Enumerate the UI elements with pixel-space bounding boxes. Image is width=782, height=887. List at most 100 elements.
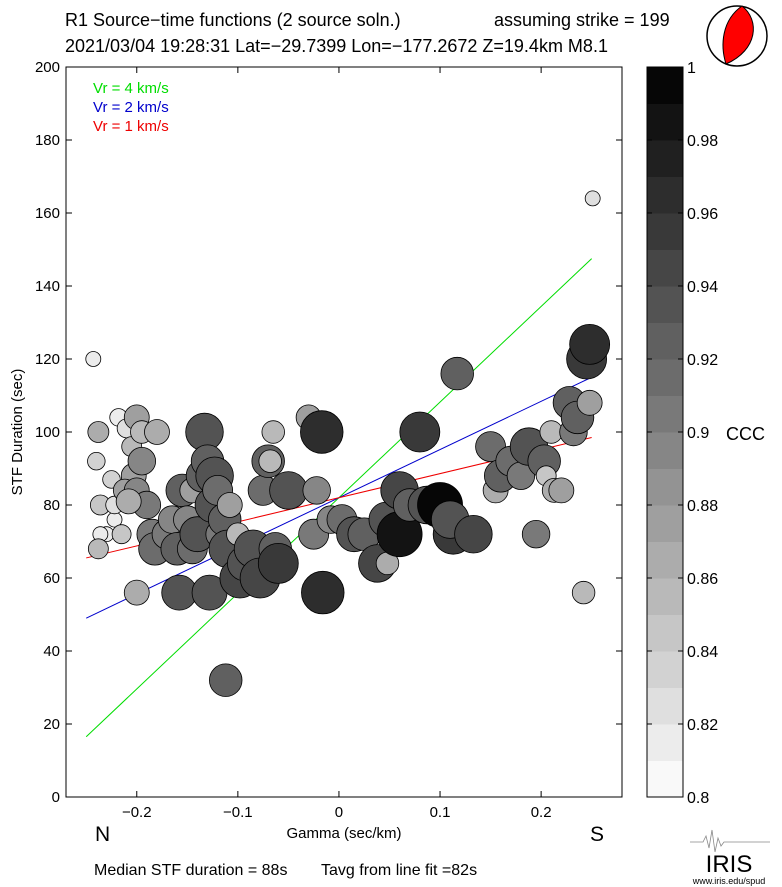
data-point [261,420,285,444]
data-point [123,579,150,606]
colorbar-level [647,505,683,542]
data-point [111,524,132,545]
x-tick-label: 0 [335,804,343,821]
data-point [584,190,601,207]
y-tick-label: 100 [35,424,60,441]
colorbar-level [647,249,683,287]
colorbar-tick-label: 0.98 [687,133,718,150]
colorbar-level [647,724,683,761]
header-strike: assuming strike = 199 [494,10,670,30]
data-point [115,488,142,515]
y-tick-label: 40 [43,643,60,660]
data-point [440,356,474,391]
colorbar-level [647,651,683,688]
colorbar-tick-label: 1 [687,60,696,77]
data-point [144,419,170,445]
colorbar-tick-label: 0.92 [687,352,718,369]
data-point [454,515,493,554]
legend: Vr = 4 km/s Vr = 2 km/s Vr = 1 km/s [93,80,169,135]
data-point [269,471,308,510]
colorbar-level [647,395,683,433]
data-point [399,411,441,453]
data-point [87,538,109,560]
iris-logo-url: www.iris.edu/spud [692,876,766,886]
y-tick-label: 120 [35,351,60,368]
y-axis: 0 20 40 60 80 100 120 140 160 180 200 [35,59,622,806]
y-tick-label: 60 [43,570,60,587]
data-point [300,410,344,454]
data-point [257,543,299,584]
data-point [87,452,106,471]
data-point [85,351,102,367]
y-tick-label: 140 [35,278,60,295]
colorbar-level [647,213,683,250]
data-point [539,420,563,444]
x-tick-label: 0.1 [430,804,451,821]
colorbar-tick-label: 0.88 [687,498,718,515]
data-point [87,421,110,443]
y-tick-label: 180 [35,132,60,149]
colorbar-tick-label: 0.96 [687,206,718,223]
y-tick-label: 200 [35,59,60,76]
iris-logo: IRIS www.iris.edu/spud [690,829,770,886]
colorbar-tick-label: 0.9 [687,425,709,442]
points-layer [85,190,611,697]
fit-lines [85,258,593,738]
colorbar-level [647,67,683,104]
x-axis-label: Gamma (sec/km) [286,825,401,842]
y-tick-label: 80 [43,497,60,514]
colorbar-tick-label: 0.94 [687,279,718,296]
data-point [569,323,611,365]
colorbar-level [647,468,683,506]
colorbar-level [647,614,683,652]
y-tick-label: 160 [35,205,60,222]
colorbar-level [647,103,683,141]
colorbar: 0.80.820.840.860.880.90.920.940.960.981 … [646,60,765,807]
colorbar-level [647,322,683,360]
colorbar-tick-label: 0.86 [687,571,718,588]
data-point [576,389,603,416]
legend-vr2: Vr = 2 km/s [93,99,169,116]
beachball-icon [706,5,768,67]
colorbar-level [647,432,683,469]
data-point [258,449,282,473]
iris-logo-text: IRIS [706,851,753,878]
header-event-info: 2021/03/04 19:28:31 Lat=−29.7399 Lon=−17… [65,36,608,56]
y-axis-label: STF Duration (sec) [9,369,26,496]
colorbar-level [647,541,683,579]
scatter-plot: −0.2 −0.1 0 0.1 0.2 0 20 40 60 80 100 120 140 160 180… [9,59,623,842]
colorbar-level [647,760,683,798]
data-point [209,663,243,697]
x-axis: −0.2 −0.1 0 0.1 0.2 [122,67,552,821]
colorbar-level [647,359,683,396]
direction-north: N [95,823,110,846]
data-point [301,570,345,615]
data-point [127,447,157,476]
legend-vr1: Vr = 1 km/s [93,118,169,135]
x-tick-label: −0.1 [223,804,253,821]
direction-south: S [590,823,604,846]
data-point [571,580,596,605]
footer-tavg: Tavg from line fit =82s [321,862,477,879]
y-tick-label: 0 [52,789,60,806]
data-point [521,520,551,549]
colorbar-level [647,176,683,214]
x-tick-label: 0.2 [531,804,552,821]
y-tick-label: 20 [43,716,60,733]
data-point [161,574,198,611]
data-point [216,492,243,518]
colorbar-label: CCC [726,424,765,444]
header-title: R1 Source−time functions (2 source soln.… [65,10,401,30]
x-tick-label: −0.2 [122,804,152,821]
colorbar-level [647,687,683,725]
colorbar-level [647,140,683,177]
legend-vr4: Vr = 4 km/s [93,80,169,97]
data-point [548,477,575,504]
footer-median: Median STF duration = 88s [94,862,287,879]
colorbar-tick-label: 0.82 [687,717,718,734]
colorbar-tick-label: 0.8 [687,790,709,807]
data-point [302,476,331,505]
colorbar-level [647,286,683,323]
colorbar-level [647,578,683,615]
